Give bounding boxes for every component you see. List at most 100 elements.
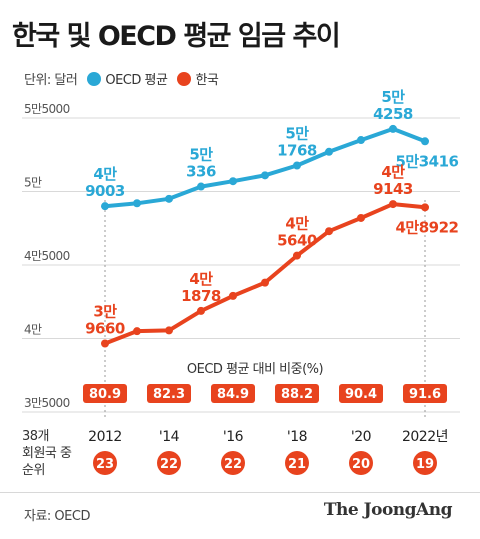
rank-label-line-2: 회원국 중 [22, 446, 72, 461]
x-axis-ticks: 2012 '14 '16 '18 '20 2022년 [88, 429, 448, 445]
rank-value: 21 [288, 457, 306, 472]
source-note: 자료: OECD [24, 509, 90, 524]
rank-badge [413, 451, 437, 475]
y-tick-label: 5만5000 [24, 102, 70, 116]
grid-lines [22, 117, 460, 413]
rank-label-line-3: 순위 [22, 463, 45, 478]
ratio-badge [211, 384, 255, 403]
x-tick-label: 2022년 [402, 429, 448, 445]
data-point [293, 251, 301, 260]
rank-badge [349, 451, 373, 475]
data-point [197, 182, 205, 191]
x-tick-label: 2012 [88, 429, 122, 445]
rank-value: 19 [416, 457, 434, 472]
rank-value: 22 [224, 457, 242, 472]
data-point [357, 213, 365, 222]
y-axis-ticks: 3만5000 4만 4만5000 5만 5만5000 [24, 102, 70, 410]
data-label: 5만 [381, 88, 405, 106]
rank-badge [285, 451, 309, 475]
data-label: 5만 [189, 146, 213, 164]
point-labels: 4만90035만3365만17685만42585만34163만96604만187… [85, 88, 459, 338]
legend-korea-label: 한국 [195, 73, 219, 88]
data-label: 3만 [93, 302, 117, 320]
legend-oecd-swatch [87, 71, 102, 86]
data-label: 4258 [373, 105, 413, 123]
brand-logo: The JoongAng [323, 500, 453, 520]
data-point [197, 306, 205, 315]
data-point [357, 136, 365, 145]
ratio-badge [403, 384, 447, 403]
ratio-value: 88.2 [281, 387, 313, 402]
data-label: 4만 [285, 215, 309, 233]
ratio-value: 91.6 [409, 387, 441, 402]
series-points [101, 124, 429, 348]
rank-value: 20 [352, 457, 370, 472]
series-line-korea [103, 202, 427, 346]
unit-label: 단위: 달러 [24, 73, 78, 88]
data-point [229, 291, 237, 300]
data-point [325, 227, 333, 236]
data-point [165, 326, 173, 335]
data-point [133, 327, 141, 336]
ratio-badge [339, 384, 383, 403]
data-label: 5640 [277, 232, 317, 250]
y-tick-label: 3만5000 [24, 396, 70, 410]
x-tick-label: '14 [159, 429, 180, 445]
data-label: 5만 [285, 125, 309, 143]
rank-value: 23 [96, 457, 114, 472]
ratio-badges: 80.9 82.3 84.9 88.2 90.4 91.6 [83, 384, 447, 403]
ratio-badge [275, 384, 319, 403]
ratio-value: 84.9 [217, 387, 249, 402]
x-tick-label: '16 [223, 429, 244, 445]
ratio-title: OECD 평균 대비 비중(%) [187, 362, 323, 377]
data-label: 4만 [93, 165, 117, 183]
y-tick-label: 4만 [24, 323, 42, 337]
rank-badge [221, 451, 245, 475]
rank-badge [93, 451, 117, 475]
data-point [133, 199, 141, 208]
data-point [421, 203, 429, 212]
rank-value: 22 [160, 457, 178, 472]
data-label: 5만3416 [396, 152, 459, 170]
data-label: 9003 [85, 182, 125, 200]
data-point [293, 161, 301, 170]
data-label: 1768 [277, 142, 317, 160]
legend: 단위: 달러 OECD 평균 한국 [24, 69, 219, 88]
data-label: 9660 [85, 319, 125, 337]
ratio-badge [83, 384, 127, 403]
x-tick-label: '20 [351, 429, 371, 445]
data-point [101, 339, 109, 348]
data-point [389, 200, 397, 209]
rank-label-line-1: 38개 [22, 429, 50, 444]
data-label: 336 [186, 163, 216, 181]
footer-divider [0, 492, 480, 493]
data-point [261, 171, 269, 180]
data-label: 4만 [381, 163, 405, 181]
ratio-value: 90.4 [345, 387, 377, 402]
data-point [229, 177, 237, 186]
data-point [165, 194, 173, 203]
data-point [101, 202, 109, 211]
rank-badge [157, 451, 181, 475]
year-guide-lines [104, 200, 426, 418]
x-tick-label: '18 [287, 429, 307, 445]
ratio-badge [147, 384, 191, 403]
data-point [389, 124, 397, 133]
data-point [325, 147, 333, 156]
data-label: 9143 [373, 180, 413, 198]
data-label: 4만 [189, 270, 213, 288]
y-tick-label: 4만5000 [24, 249, 70, 263]
series-lines [103, 126, 427, 346]
data-label: 1878 [181, 287, 221, 305]
y-tick-label: 5만 [24, 176, 42, 190]
legend-oecd-label: OECD 평균 [105, 73, 168, 88]
legend-korea-swatch [177, 71, 192, 86]
ratio-value: 80.9 [89, 387, 121, 402]
chart-title: 한국 및 OECD 평균 임금 추이 [12, 21, 341, 52]
data-point [421, 137, 429, 146]
ratio-value: 82.3 [153, 387, 185, 402]
rank-badges: 23 22 22 21 20 19 [93, 451, 437, 475]
data-point [261, 278, 269, 287]
data-label: 4만8922 [396, 218, 459, 236]
